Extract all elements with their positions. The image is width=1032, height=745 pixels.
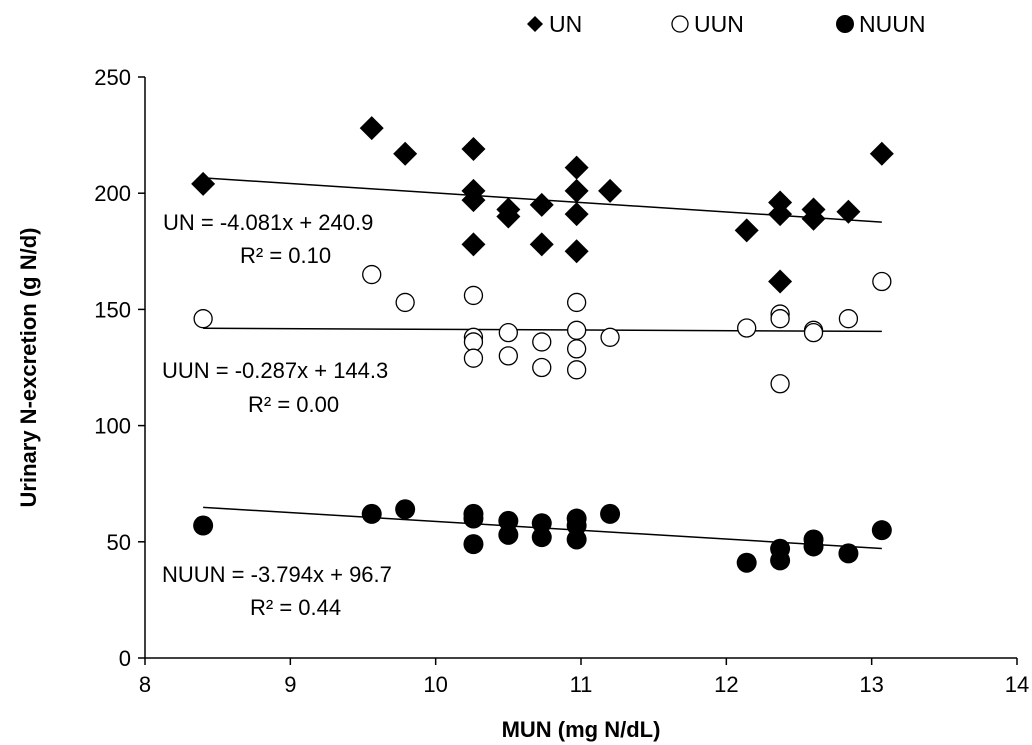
x-tick-label: 8 [139,672,151,697]
uun-data-point [566,320,587,340]
nuun-data-point [566,515,587,536]
nuun-data-point [803,536,824,557]
uun-r-squared: R² = 0.00 [248,392,339,417]
nuun-data-point [871,520,892,541]
un-data-point [191,171,216,196]
x-tick-label: 9 [284,672,296,697]
un-data-point [564,239,589,264]
nuun-data-point [838,543,859,564]
uun-data-point [803,322,824,343]
un-data-point [359,116,384,141]
un-data-point [564,155,589,180]
regression-annotations: UN = -4.081x + 240.9 R² = 0.10 UUN = -0.28… [162,210,392,620]
x-tick-label: 13 [859,672,883,697]
nuun-legend-label: NUUN [859,11,925,37]
uun-legend-label: UUN [694,11,744,37]
x-ticks: 8 9 10 11 12 13 14 [139,658,1029,697]
un-data-point [529,192,554,217]
un-legend-marker [527,16,543,32]
un-legend-label: UN [549,11,582,37]
nuun-data-point [463,508,484,529]
uun-data-point [498,346,518,366]
y-tick-label: 100 [94,414,131,439]
x-tick-label: 14 [1005,672,1029,697]
uun-data-point [463,348,484,368]
uun-data-point [193,309,213,329]
un-data-point [734,218,759,243]
nuun-data-point [566,529,587,550]
un-data-point [836,199,861,224]
nuun-equation: NUUN = -3.794x + 96.7 [162,562,392,587]
un-data-point [768,269,793,294]
uun-data-point [872,271,892,292]
uun-trendline [203,327,882,333]
x-tick-label: 12 [714,672,738,697]
un-data-point [461,137,486,162]
un-data-point [869,141,894,166]
uun-equation: UUN = -0.287x + 144.3 [162,358,388,383]
x-axis-title: MUN (mg N/dL) [502,717,661,742]
nuun-data-point [531,527,552,548]
nuun-data-point [531,513,552,534]
uun-data-point [770,309,790,329]
nuun-data-point [600,503,621,524]
un-data-point [801,206,826,231]
un-data-point [461,188,486,213]
uun-data-point [566,360,587,380]
un-data-point [461,232,486,257]
uun-data-point [463,285,484,306]
legend: UN UUN NUUN [527,11,925,37]
nuun-data-point [498,524,519,545]
uun-data-point [566,339,587,359]
un-data-point [496,204,521,229]
nuun-data-point [193,515,214,536]
nuun-data-point [361,503,382,524]
nuun-data-point [463,534,484,555]
un-data-point [393,141,418,166]
nuun-data-point [736,552,757,573]
un-data-point [598,178,623,203]
x-tick-label: 10 [423,672,447,697]
nuun-data-point [395,499,416,520]
uun-data-point [362,264,382,285]
un-r-squared: R² = 0.10 [240,243,331,268]
uun-data-point [532,332,552,352]
un-data-point [564,202,589,227]
y-tick-label: 0 [119,646,131,671]
y-tick-label: 250 [94,65,131,90]
un-data-point [529,232,554,257]
uun-data-point [566,292,587,313]
nuun-legend-marker [836,15,854,33]
nuun-data-point [498,510,519,531]
un-equation: UN = -4.081x + 240.9 [163,210,373,235]
y-axis-title: Urinary N-excretion (g N/d) [16,228,41,508]
uun-data-point [838,309,859,329]
un-data-point [768,202,793,227]
nuun-r-squared: R² = 0.44 [250,595,341,620]
uun-data-point [770,374,790,394]
uun-data-point [463,332,484,352]
uun-data-point [498,322,518,343]
y-tick-label: 50 [107,530,131,555]
uun-data-point [532,357,552,378]
x-tick-label: 11 [570,672,593,697]
y-tick-label: 150 [94,297,131,322]
uun-data-point [737,318,757,338]
uun-legend-marker [671,15,689,33]
data-points [191,116,894,573]
y-tick-label: 200 [94,181,131,206]
nuun-data-point [770,550,791,571]
uun-data-point [395,292,415,313]
y-ticks: 0 50 100 150 200 250 [94,65,145,671]
un-data-point [564,178,589,203]
uun-data-point [600,327,620,347]
